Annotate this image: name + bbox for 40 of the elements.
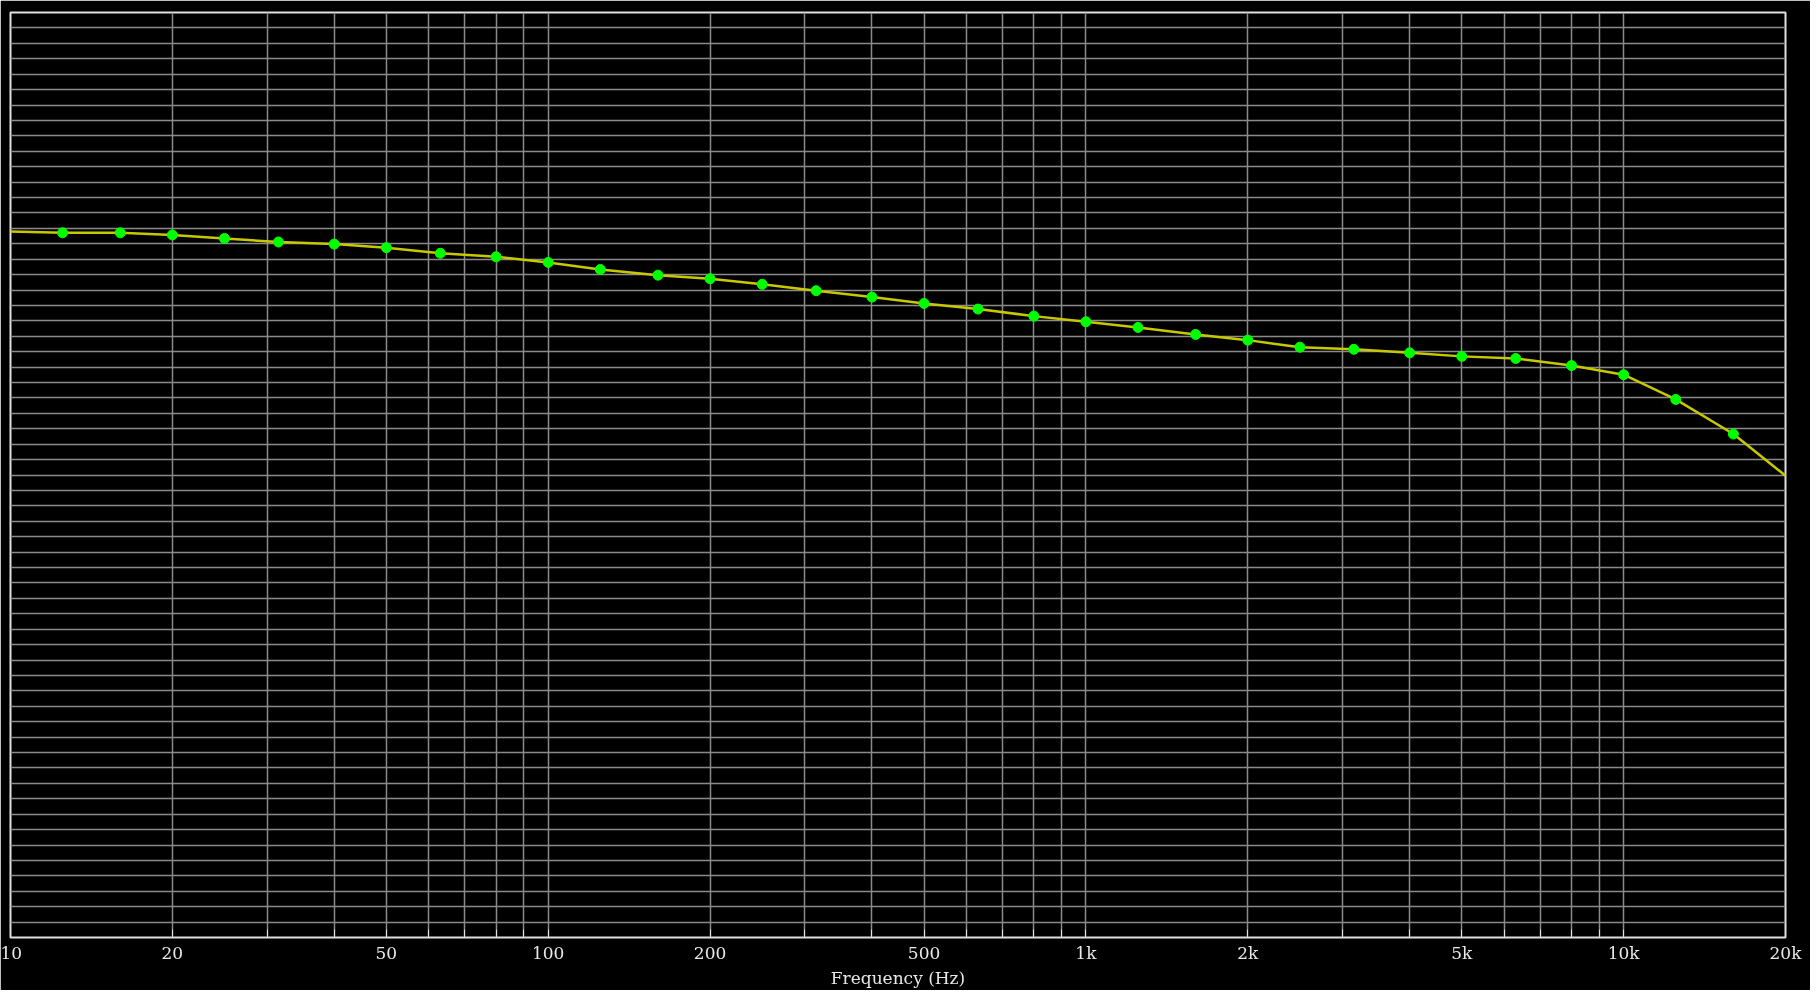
point (328, 238, 340, 250)
point (704, 273, 716, 285)
point (1348, 343, 1360, 355)
point (166, 229, 178, 241)
point (1242, 334, 1254, 346)
x-tick-label: 100 (531, 942, 565, 963)
x-tick-label: 200 (693, 942, 727, 963)
x-tick-label: 50 (375, 942, 398, 963)
point (1456, 350, 1468, 362)
point (1727, 428, 1739, 440)
point (1028, 310, 1040, 322)
point (272, 236, 284, 248)
point (57, 227, 69, 239)
point (594, 264, 606, 276)
x-tick-label: 5k (1451, 942, 1474, 963)
point (542, 256, 554, 268)
x-tick-label: 20 (161, 942, 184, 963)
x-tick-label: 20k (1769, 942, 1803, 963)
x-tick-label: 500 (907, 942, 941, 963)
point (380, 242, 392, 254)
point (1670, 393, 1682, 405)
point (918, 297, 930, 309)
point (1510, 353, 1522, 364)
point (866, 291, 878, 303)
x-tick-label: 2k (1237, 942, 1260, 963)
point (1132, 321, 1144, 333)
point (1294, 341, 1306, 353)
point (1618, 369, 1630, 381)
point (1080, 316, 1092, 328)
x-tick-label: 10 (0, 942, 23, 963)
point (218, 232, 230, 244)
point (756, 278, 768, 290)
point (972, 303, 984, 315)
point (1404, 347, 1416, 359)
point (1566, 360, 1578, 372)
x-axis-title: Frequency (Hz) (830, 967, 966, 988)
point (810, 285, 822, 297)
point (434, 247, 446, 259)
x-tick-label: 10k (1607, 942, 1641, 963)
x-tick-label: 1k (1075, 942, 1098, 963)
